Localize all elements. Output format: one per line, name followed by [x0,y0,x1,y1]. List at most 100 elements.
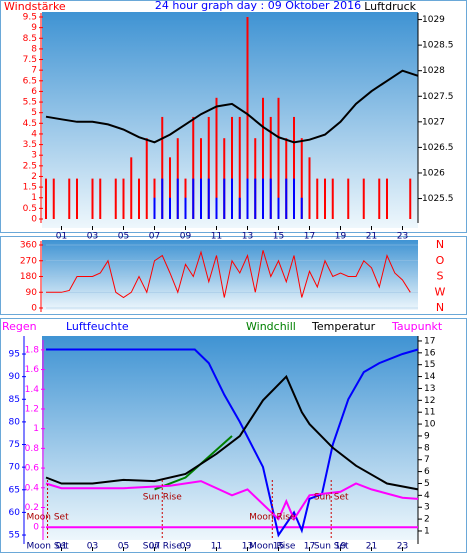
event-axis-label: Moon Set [26,542,69,552]
x-tick-label: 13 [242,232,253,242]
y2-tick-label: 11 [424,408,435,418]
x-tick-label: 09 [180,232,192,242]
y-tick-label: 55 [9,531,20,541]
y2-tick-label: 9 [424,431,430,441]
event-axis-label: Sun Set [314,542,349,552]
event-label: Moon Rise [249,513,296,523]
y-tick-label: 8.5 [23,34,37,44]
bar [130,157,133,219]
bar [277,197,280,219]
x-tick-label: 13 [242,542,253,552]
bar [269,178,272,219]
series-line [45,69,419,144]
y2-tick-label: 6 [424,467,430,477]
y-tick-label: 4.5 [23,119,37,129]
x-tick-label: 03 [87,542,98,552]
event-axis-label: Sun Rise [143,542,182,552]
series-line [45,480,419,522]
y2-tick-label: 14 [424,372,436,382]
bar [207,178,210,219]
y-tick-label: 65 [9,485,20,495]
bar [99,178,102,219]
y-tick-label: 2 [31,172,37,182]
legend-entry: Windchill [246,320,296,333]
bar [122,178,125,219]
bar [68,178,71,219]
x-tick-label: 23 [397,232,408,242]
bar [386,178,388,219]
y2-tick-label: 2 [424,515,430,525]
y-tick-label: 70 [9,463,21,473]
bar [285,178,288,219]
y2-tick-label: 15 [424,360,435,370]
y3-tick-label: 0.8 [25,444,40,454]
x-tick-label: 01 [56,542,67,552]
x-tick-label: 05 [118,542,129,552]
bar [362,178,365,219]
series-line [46,250,411,299]
y2-tick-label: 10 [424,420,436,430]
bar [347,178,350,219]
y3-tick-label: 0 [33,523,39,533]
y-tick-label: 60 [9,508,21,518]
y-tick-label: 0.5 [23,204,37,214]
y-tick-label: 7.5 [23,55,37,65]
bar [246,17,249,219]
y-tick-label: 0 [31,215,37,225]
bar [409,178,412,219]
y2-axis-title: Luftdruck [364,0,416,13]
y-axis-title: Windstärke [4,0,66,13]
bar [246,178,249,219]
y-tick-label: 90 [26,288,38,298]
y3-tick-label: 1.8 [25,345,40,355]
x-tick-label: 15 [273,232,284,242]
y-tick-label: 80 [9,417,21,427]
y3-tick-label: 1.2 [25,404,39,414]
y-tick-label: 95 [9,350,20,360]
x-tick-label: 03 [87,232,98,242]
y2-tick-label: 1025.5 [422,194,454,204]
bar [316,178,319,219]
plot-area [42,240,418,310]
y2-tick-label: 1027.5 [422,92,454,102]
direction-label: S [437,270,444,283]
y3-tick-label: 1.4 [25,385,40,395]
y-tick-label: 8 [31,44,37,54]
y2-tick-label: 1028 [422,66,445,76]
y-tick-label: 1 [31,193,37,203]
bar [138,178,140,219]
x-tick-label: 09 [180,542,192,552]
bar [331,178,334,219]
bar [153,197,156,219]
direction-label: O [436,254,445,267]
bar [76,178,78,219]
x-tick-label: 07 [149,232,160,242]
series-line [45,374,419,491]
series-line [46,348,419,538]
y2-tick-label: 1028.5 [422,41,454,51]
x-tick-label: 19 [335,232,347,242]
y2-tick-label: 8 [424,443,430,453]
chart-title: 24 hour graph day : 09 Oktober 2016 [155,0,361,12]
legend-entry: Regen [2,320,37,333]
y2-tick-label: 1026.5 [422,143,454,153]
x-tick-label: 21 [366,232,377,242]
bar [114,178,117,219]
bar [169,197,171,219]
x-tick-label: 07 [149,542,160,552]
x-tick-label: 01 [56,232,67,242]
y-tick-label: 6.5 [23,76,37,86]
bar [269,116,272,219]
y2-tick-label: 7 [424,455,430,465]
y3-tick-label: 1.6 [25,365,40,375]
bar [262,97,264,219]
x-tick-label: 17 [304,232,315,242]
y-tick-label: 3 [31,151,37,161]
y3-tick-label: 1 [33,424,39,434]
legend-entry: Temperatur [311,320,376,333]
bar [161,178,164,219]
y2-tick-label: 12 [424,396,435,406]
bar [308,157,311,219]
bar [200,178,202,219]
